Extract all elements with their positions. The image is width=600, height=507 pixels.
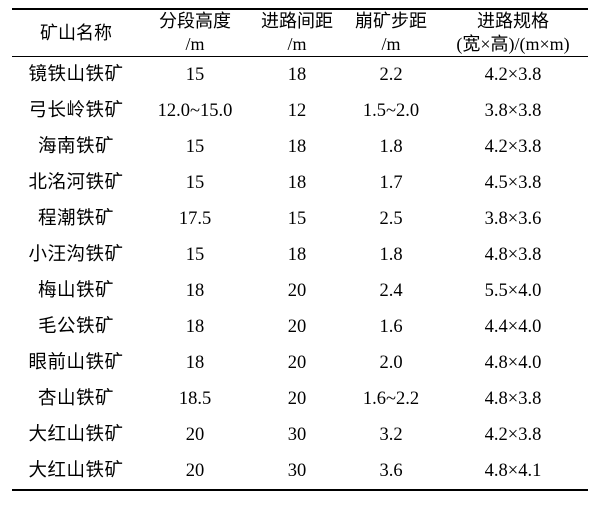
cell-step: 1.8 [344, 237, 438, 273]
col-header-mine-name: 矿山名称 [12, 9, 140, 57]
table-row: 海南铁矿15181.84.2×3.8 [12, 129, 588, 165]
cell-mine-name: 镜铁山铁矿 [12, 57, 140, 94]
header-unit: /m [344, 33, 438, 56]
cell-mine-name: 北洺河铁矿 [12, 165, 140, 201]
cell-spacing: 30 [250, 453, 344, 490]
table-body: 镜铁山铁矿15182.24.2×3.8弓长岭铁矿12.0~15.0121.5~2… [12, 57, 588, 491]
cell-spacing: 20 [250, 345, 344, 381]
cell-spacing: 30 [250, 417, 344, 453]
cell-mine-name: 杏山铁矿 [12, 381, 140, 417]
cell-mine-name: 程潮铁矿 [12, 201, 140, 237]
cell-step: 1.8 [344, 129, 438, 165]
cell-seg-height: 15 [140, 57, 250, 94]
cell-spec: 5.5×4.0 [438, 273, 588, 309]
header-text: 矿山名称 [12, 22, 140, 45]
cell-step: 3.2 [344, 417, 438, 453]
cell-spacing: 20 [250, 309, 344, 345]
cell-step: 2.4 [344, 273, 438, 309]
table-row: 北洺河铁矿15181.74.5×3.8 [12, 165, 588, 201]
cell-spec: 4.5×3.8 [438, 165, 588, 201]
cell-spacing: 18 [250, 237, 344, 273]
cell-mine-name: 小汪沟铁矿 [12, 237, 140, 273]
col-header-caving-step: 崩矿步距 /m [344, 9, 438, 57]
cell-step: 1.6~2.2 [344, 381, 438, 417]
cell-step: 2.0 [344, 345, 438, 381]
table-row: 大红山铁矿20303.24.2×3.8 [12, 417, 588, 453]
cell-spacing: 20 [250, 381, 344, 417]
table-row: 大红山铁矿20303.64.8×4.1 [12, 453, 588, 490]
cell-mine-name: 大红山铁矿 [12, 453, 140, 490]
table-row: 眼前山铁矿18202.04.8×4.0 [12, 345, 588, 381]
col-header-drift-spec: 进路规格 (宽×高)/(m×m) [438, 9, 588, 57]
cell-seg-height: 18.5 [140, 381, 250, 417]
header-text: 进路规格 [438, 10, 588, 33]
cell-step: 1.6 [344, 309, 438, 345]
mining-params-table: 矿山名称 分段高度 /m 进路间距 /m 崩矿步距 /m 进路规格 (宽×高)/… [12, 8, 588, 491]
cell-spec: 4.2×3.8 [438, 57, 588, 94]
cell-spec: 3.8×3.8 [438, 93, 588, 129]
header-unit: /m [250, 33, 344, 56]
cell-seg-height: 18 [140, 309, 250, 345]
table-row: 毛公铁矿18201.64.4×4.0 [12, 309, 588, 345]
cell-spacing: 18 [250, 57, 344, 94]
cell-seg-height: 15 [140, 165, 250, 201]
header-unit: /m [140, 33, 250, 56]
table-row: 杏山铁矿18.5201.6~2.24.8×3.8 [12, 381, 588, 417]
table-row: 镜铁山铁矿15182.24.2×3.8 [12, 57, 588, 94]
header-text: 进路间距 [250, 10, 344, 33]
cell-step: 1.7 [344, 165, 438, 201]
cell-seg-height: 17.5 [140, 201, 250, 237]
cell-spec: 4.8×4.1 [438, 453, 588, 490]
col-header-drift-spacing: 进路间距 /m [250, 9, 344, 57]
cell-spec: 4.2×3.8 [438, 417, 588, 453]
cell-spacing: 20 [250, 273, 344, 309]
table-row: 小汪沟铁矿15181.84.8×3.8 [12, 237, 588, 273]
cell-step: 1.5~2.0 [344, 93, 438, 129]
cell-seg-height: 18 [140, 273, 250, 309]
header-unit: (宽×高)/(m×m) [438, 33, 588, 56]
table-row: 梅山铁矿18202.45.5×4.0 [12, 273, 588, 309]
cell-spec: 4.4×4.0 [438, 309, 588, 345]
cell-mine-name: 弓长岭铁矿 [12, 93, 140, 129]
cell-step: 2.2 [344, 57, 438, 94]
cell-step: 3.6 [344, 453, 438, 490]
cell-mine-name: 梅山铁矿 [12, 273, 140, 309]
cell-seg-height: 20 [140, 417, 250, 453]
cell-seg-height: 12.0~15.0 [140, 93, 250, 129]
header-text: 崩矿步距 [344, 10, 438, 33]
table-row: 程潮铁矿17.5152.53.8×3.6 [12, 201, 588, 237]
mining-params-table-container: 矿山名称 分段高度 /m 进路间距 /m 崩矿步距 /m 进路规格 (宽×高)/… [0, 0, 600, 501]
cell-seg-height: 18 [140, 345, 250, 381]
cell-spec: 3.8×3.6 [438, 201, 588, 237]
col-header-segment-height: 分段高度 /m [140, 9, 250, 57]
header-text: 分段高度 [140, 10, 250, 33]
cell-mine-name: 海南铁矿 [12, 129, 140, 165]
cell-spacing: 18 [250, 165, 344, 201]
cell-step: 2.5 [344, 201, 438, 237]
table-header: 矿山名称 分段高度 /m 进路间距 /m 崩矿步距 /m 进路规格 (宽×高)/… [12, 9, 588, 57]
cell-spacing: 15 [250, 201, 344, 237]
cell-spec: 4.8×3.8 [438, 381, 588, 417]
cell-spec: 4.2×3.8 [438, 129, 588, 165]
cell-spacing: 18 [250, 129, 344, 165]
cell-mine-name: 眼前山铁矿 [12, 345, 140, 381]
cell-seg-height: 15 [140, 237, 250, 273]
cell-spec: 4.8×4.0 [438, 345, 588, 381]
cell-seg-height: 15 [140, 129, 250, 165]
cell-mine-name: 大红山铁矿 [12, 417, 140, 453]
cell-seg-height: 20 [140, 453, 250, 490]
cell-spec: 4.8×3.8 [438, 237, 588, 273]
table-row: 弓长岭铁矿12.0~15.0121.5~2.03.8×3.8 [12, 93, 588, 129]
cell-spacing: 12 [250, 93, 344, 129]
cell-mine-name: 毛公铁矿 [12, 309, 140, 345]
